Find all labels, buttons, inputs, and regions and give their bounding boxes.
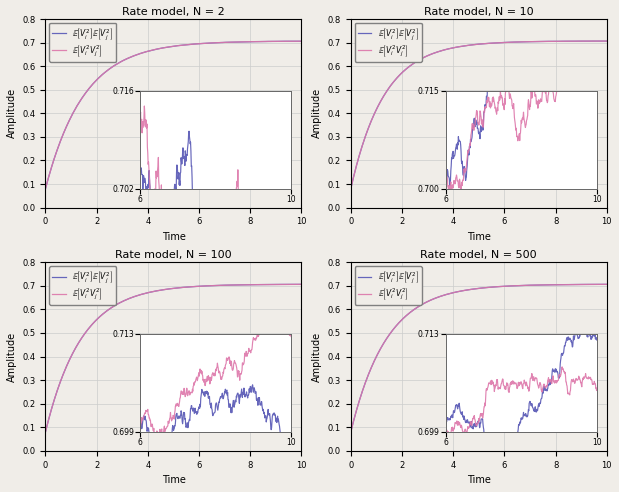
$\mathbb{E}\left[V_i^2\right]\mathbb{E}\left[V_j^2\right]$ — [297, 281, 304, 287]
$\mathbb{E}\left[V_i^2 V_j^2\right]$ — [548, 38, 556, 44]
$\mathbb{E}\left[V_i^2\right]\mathbb{E}\left[V_j^2\right]$ — [55, 384, 63, 390]
$\mathbb{E}\left[V_i^2\right]\mathbb{E}\left[V_j^2\right]$ — [167, 44, 174, 50]
Legend: $\mathbb{E}\left[V_i^2\right]\mathbb{E}\left[V_j^2\right]$, $\mathbb{E}\left[V_i: $\mathbb{E}\left[V_i^2\right]\mathbb{E}\… — [50, 266, 116, 305]
Line: $\mathbb{E}\left[V_i^2 V_j^2\right]$: $\mathbb{E}\left[V_i^2 V_j^2\right]$ — [351, 284, 607, 432]
Title: Rate model, N = 2: Rate model, N = 2 — [122, 7, 225, 17]
Line: $\mathbb{E}\left[V_i^2\right]\mathbb{E}\left[V_j^2\right]$: $\mathbb{E}\left[V_i^2\right]\mathbb{E}\… — [351, 41, 607, 189]
$\mathbb{E}\left[V_i^2\right]\mathbb{E}\left[V_j^2\right]$ — [596, 38, 604, 44]
$\mathbb{E}\left[V_i^2 V_j^2\right]$ — [290, 38, 298, 44]
$\mathbb{E}\left[V_i^2\right]\mathbb{E}\left[V_j^2\right]$ — [595, 281, 603, 287]
$\mathbb{E}\left[V_i^2 V_j^2\right]$ — [167, 44, 174, 50]
$\mathbb{E}\left[V_i^2 V_j^2\right]$ — [360, 384, 368, 390]
$\mathbb{E}\left[V_i^2 V_j^2\right]$ — [347, 186, 355, 192]
Line: $\mathbb{E}\left[V_i^2 V_j^2\right]$: $\mathbb{E}\left[V_i^2 V_j^2\right]$ — [45, 41, 301, 188]
$\mathbb{E}\left[V_i^2\right]\mathbb{E}\left[V_j^2\right]$ — [465, 42, 472, 48]
$\mathbb{E}\left[V_i^2 V_j^2\right]$ — [465, 42, 472, 48]
$\mathbb{E}\left[V_i^2\right]\mathbb{E}\left[V_j^2\right]$ — [41, 429, 49, 435]
$\mathbb{E}\left[V_i^2\right]\mathbb{E}\left[V_j^2\right]$ — [298, 38, 305, 44]
$\mathbb{E}\left[V_i^2 V_j^2\right]$ — [595, 281, 603, 287]
$\mathbb{E}\left[V_i^2\right]\mathbb{E}\left[V_j^2\right]$ — [548, 282, 556, 288]
$\mathbb{E}\left[V_i^2\right]\mathbb{E}\left[V_j^2\right]$ — [603, 38, 610, 44]
$\mathbb{E}\left[V_i^2\right]\mathbb{E}\left[V_j^2\right]$ — [589, 38, 597, 44]
$\mathbb{E}\left[V_i^2 V_j^2\right]$ — [243, 282, 251, 288]
$\mathbb{E}\left[V_i^2\right]\mathbb{E}\left[V_j^2\right]$ — [297, 38, 304, 44]
$\mathbb{E}\left[V_i^2\right]\mathbb{E}\left[V_j^2\right]$ — [160, 287, 167, 293]
$\mathbb{E}\left[V_i^2 V_j^2\right]$ — [603, 38, 610, 44]
$\mathbb{E}\left[V_i^2\right]\mathbb{E}\left[V_j^2\right]$ — [360, 138, 368, 144]
Legend: $\mathbb{E}\left[V_i^2\right]\mathbb{E}\left[V_j^2\right]$, $\mathbb{E}\left[V_i: $\mathbb{E}\left[V_i^2\right]\mathbb{E}\… — [355, 23, 422, 62]
$\mathbb{E}\left[V_i^2 V_j^2\right]$ — [160, 287, 167, 293]
$\mathbb{E}\left[V_i^2\right]\mathbb{E}\left[V_j^2\right]$ — [167, 286, 174, 292]
$\mathbb{E}\left[V_i^2 V_j^2\right]$ — [55, 143, 63, 149]
Line: $\mathbb{E}\left[V_i^2\right]\mathbb{E}\left[V_j^2\right]$: $\mathbb{E}\left[V_i^2\right]\mathbb{E}\… — [45, 41, 301, 189]
$\mathbb{E}\left[V_i^2 V_j^2\right]$ — [41, 429, 49, 435]
X-axis label: Time: Time — [467, 475, 491, 485]
$\mathbb{E}\left[V_i^2\right]\mathbb{E}\left[V_j^2\right]$ — [298, 281, 305, 287]
$\mathbb{E}\left[V_i^2\right]\mathbb{E}\left[V_j^2\right]$ — [472, 41, 479, 47]
$\mathbb{E}\left[V_i^2 V_j^2\right]$ — [347, 429, 355, 435]
$\mathbb{E}\left[V_i^2 V_j^2\right]$ — [603, 281, 610, 287]
$\mathbb{E}\left[V_i^2 V_j^2\right]$ — [167, 286, 174, 292]
$\mathbb{E}\left[V_i^2\right]\mathbb{E}\left[V_j^2\right]$ — [290, 38, 298, 44]
Y-axis label: Amplitude: Amplitude — [7, 332, 17, 382]
Y-axis label: Amplitude: Amplitude — [312, 332, 322, 382]
$\mathbb{E}\left[V_i^2\right]\mathbb{E}\left[V_j^2\right]$ — [603, 281, 610, 287]
$\mathbb{E}\left[V_i^2\right]\mathbb{E}\left[V_j^2\right]$ — [41, 186, 49, 192]
$\mathbb{E}\left[V_i^2 V_j^2\right]$ — [295, 38, 303, 44]
Legend: $\mathbb{E}\left[V_i^2\right]\mathbb{E}\left[V_j^2\right]$, $\mathbb{E}\left[V_i: $\mathbb{E}\left[V_i^2\right]\mathbb{E}\… — [50, 23, 116, 62]
$\mathbb{E}\left[V_i^2\right]\mathbb{E}\left[V_j^2\right]$ — [595, 281, 603, 287]
$\mathbb{E}\left[V_i^2 V_j^2\right]$ — [360, 138, 368, 144]
$\mathbb{E}\left[V_i^2\right]\mathbb{E}\left[V_j^2\right]$ — [347, 429, 355, 435]
$\mathbb{E}\left[V_i^2 V_j^2\right]$ — [472, 41, 479, 47]
Y-axis label: Amplitude: Amplitude — [312, 88, 322, 138]
$\mathbb{E}\left[V_i^2\right]\mathbb{E}\left[V_j^2\right]$ — [548, 38, 556, 44]
X-axis label: Time: Time — [467, 232, 491, 242]
$\mathbb{E}\left[V_i^2 V_j^2\right]$ — [290, 38, 298, 44]
Line: $\mathbb{E}\left[V_i^2\right]\mathbb{E}\left[V_j^2\right]$: $\mathbb{E}\left[V_i^2\right]\mathbb{E}\… — [351, 284, 607, 432]
Title: Rate model, N = 10: Rate model, N = 10 — [424, 7, 534, 17]
$\mathbb{E}\left[V_i^2 V_j^2\right]$ — [298, 38, 305, 44]
$\mathbb{E}\left[V_i^2\right]\mathbb{E}\left[V_j^2\right]$ — [290, 38, 298, 44]
X-axis label: Time: Time — [162, 232, 186, 242]
$\mathbb{E}\left[V_i^2\right]\mathbb{E}\left[V_j^2\right]$ — [290, 281, 298, 287]
$\mathbb{E}\left[V_i^2 V_j^2\right]$ — [465, 287, 472, 293]
$\mathbb{E}\left[V_i^2\right]\mathbb{E}\left[V_j^2\right]$ — [465, 287, 472, 293]
X-axis label: Time: Time — [162, 475, 186, 485]
$\mathbb{E}\left[V_i^2 V_j^2\right]$ — [55, 384, 63, 390]
$\mathbb{E}\left[V_i^2\right]\mathbb{E}\left[V_j^2\right]$ — [160, 45, 167, 51]
$\mathbb{E}\left[V_i^2\right]\mathbb{E}\left[V_j^2\right]$ — [347, 186, 355, 192]
$\mathbb{E}\left[V_i^2 V_j^2\right]$ — [595, 38, 603, 44]
$\mathbb{E}\left[V_i^2\right]\mathbb{E}\left[V_j^2\right]$ — [360, 384, 368, 390]
$\mathbb{E}\left[V_i^2\right]\mathbb{E}\left[V_j^2\right]$ — [290, 281, 298, 287]
Line: $\mathbb{E}\left[V_i^2\right]\mathbb{E}\left[V_j^2\right]$: $\mathbb{E}\left[V_i^2\right]\mathbb{E}\… — [45, 284, 301, 432]
$\mathbb{E}\left[V_i^2 V_j^2\right]$ — [595, 281, 603, 287]
Legend: $\mathbb{E}\left[V_i^2\right]\mathbb{E}\left[V_j^2\right]$, $\mathbb{E}\left[V_i: $\mathbb{E}\left[V_i^2\right]\mathbb{E}\… — [355, 266, 422, 305]
Line: $\mathbb{E}\left[V_i^2 V_j^2\right]$: $\mathbb{E}\left[V_i^2 V_j^2\right]$ — [45, 284, 301, 432]
$\mathbb{E}\left[V_i^2\right]\mathbb{E}\left[V_j^2\right]$ — [595, 38, 603, 44]
$\mathbb{E}\left[V_i^2 V_j^2\right]$ — [243, 39, 251, 45]
$\mathbb{E}\left[V_i^2\right]\mathbb{E}\left[V_j^2\right]$ — [472, 286, 479, 292]
Y-axis label: Amplitude: Amplitude — [7, 88, 17, 138]
$\mathbb{E}\left[V_i^2\right]\mathbb{E}\left[V_j^2\right]$ — [243, 282, 251, 288]
Title: Rate model, N = 500: Rate model, N = 500 — [420, 250, 537, 260]
$\mathbb{E}\left[V_i^2 V_j^2\right]$ — [290, 281, 298, 287]
$\mathbb{E}\left[V_i^2 V_j^2\right]$ — [548, 282, 556, 288]
$\mathbb{E}\left[V_i^2\right]\mathbb{E}\left[V_j^2\right]$ — [243, 39, 251, 45]
$\mathbb{E}\left[V_i^2 V_j^2\right]$ — [298, 281, 305, 287]
$\mathbb{E}\left[V_i^2 V_j^2\right]$ — [595, 38, 603, 44]
$\mathbb{E}\left[V_i^2 V_j^2\right]$ — [41, 185, 49, 191]
$\mathbb{E}\left[V_i^2 V_j^2\right]$ — [290, 281, 298, 287]
$\mathbb{E}\left[V_i^2 V_j^2\right]$ — [160, 45, 167, 51]
Line: $\mathbb{E}\left[V_i^2 V_j^2\right]$: $\mathbb{E}\left[V_i^2 V_j^2\right]$ — [351, 41, 607, 189]
$\mathbb{E}\left[V_i^2\right]\mathbb{E}\left[V_j^2\right]$ — [55, 143, 63, 149]
Title: Rate model, N = 100: Rate model, N = 100 — [115, 250, 232, 260]
$\mathbb{E}\left[V_i^2 V_j^2\right]$ — [472, 286, 479, 292]
